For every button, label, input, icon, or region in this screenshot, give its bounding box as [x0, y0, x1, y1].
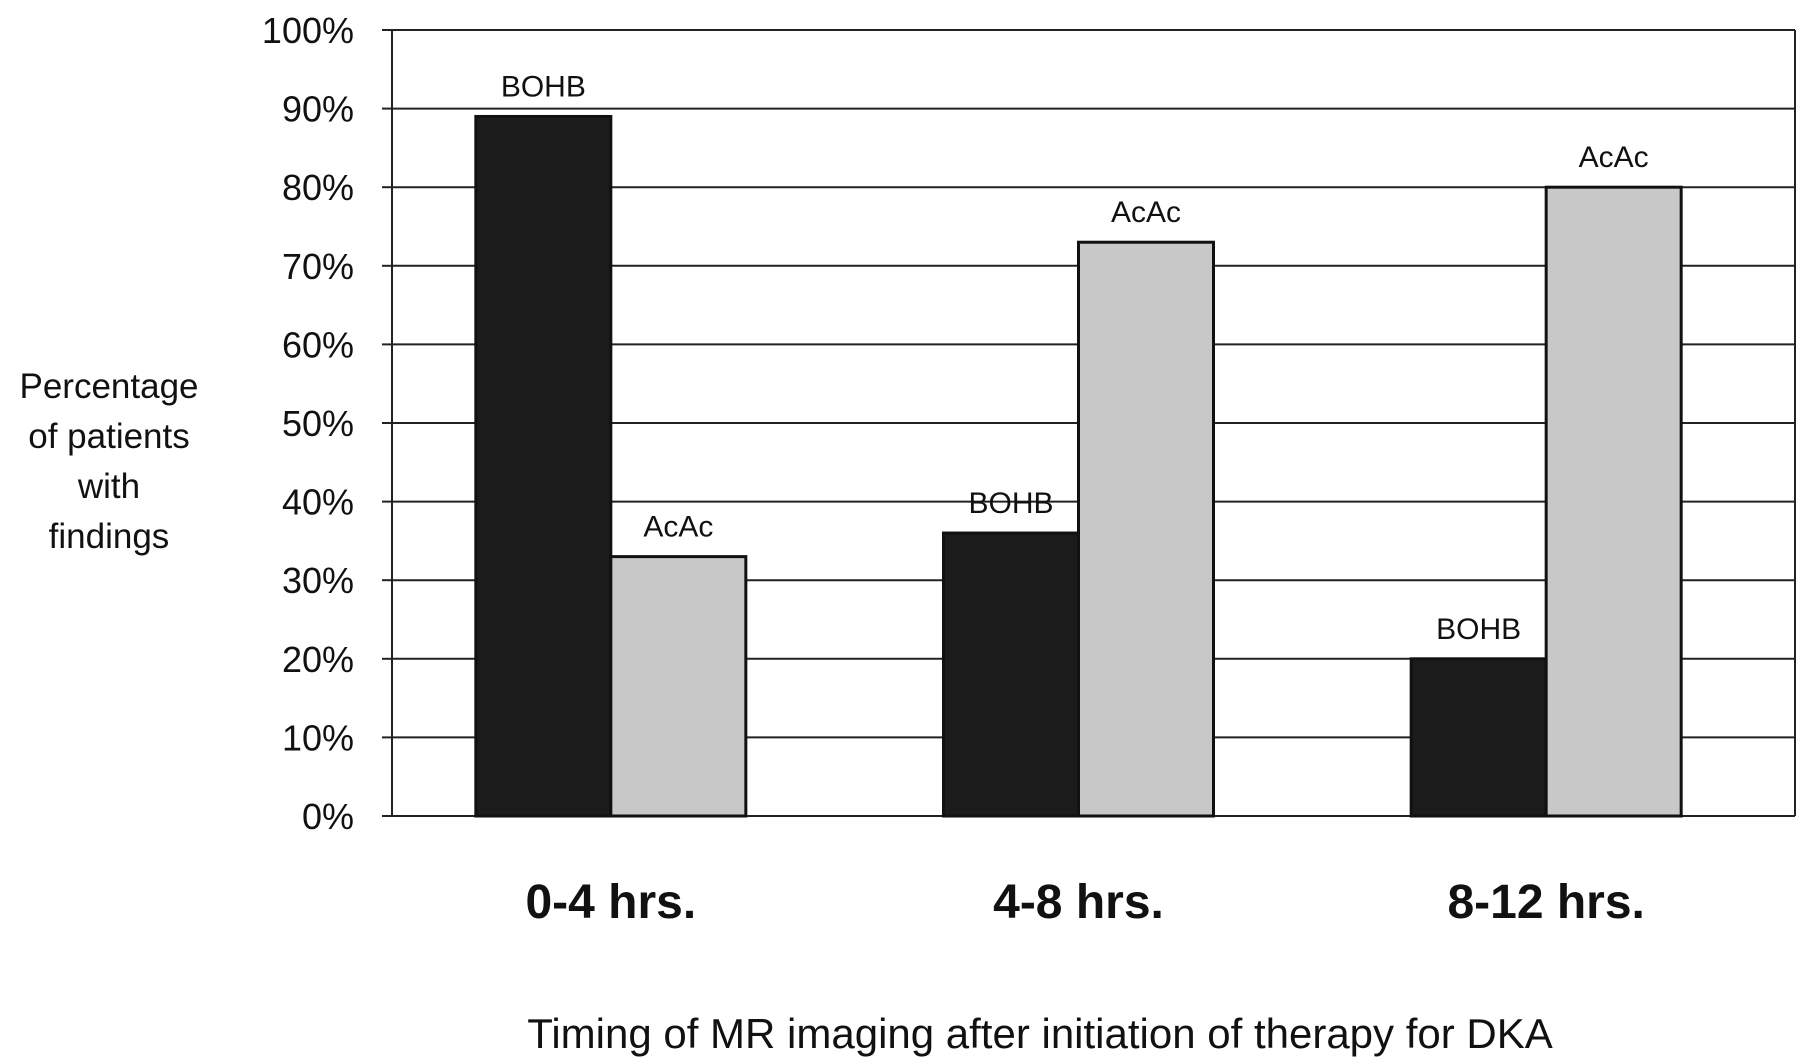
bar-series-label: AcAc [643, 511, 713, 544]
y-tick-label: 40% [282, 482, 354, 523]
y-tick-label: 0% [302, 796, 354, 837]
y-tick-label: 30% [282, 560, 354, 601]
y-tick-label: 80% [282, 167, 354, 208]
x-axis-label: Timing of MR imaging after initiation of… [527, 1010, 1553, 1057]
bar-series-label: AcAc [1111, 196, 1181, 229]
x-tick-label: 8-12 hrs. [1447, 876, 1644, 929]
y-tick-label: 10% [282, 717, 354, 758]
y-axis-label-line: with [77, 467, 141, 506]
bar-series-label: AcAc [1579, 141, 1649, 174]
y-axis-label: Percentage of patients with findings [0, 362, 218, 562]
bars [474, 114, 1683, 818]
y-tick-label: 60% [282, 324, 354, 365]
bar-series-label: BOHB [1436, 613, 1521, 646]
y-tick-label: 90% [282, 89, 354, 130]
bar-bohb [942, 531, 1080, 818]
bar-labels: BOHB AcAc BOHB AcAc BOHB AcAc [501, 70, 1649, 645]
y-axis-label-line: findings [48, 517, 170, 556]
y-tick-label: 70% [282, 246, 354, 287]
bar-series-label: BOHB [968, 487, 1053, 520]
bar-acac [1544, 185, 1683, 818]
bar-acac [609, 555, 748, 818]
y-tick-label: 20% [282, 639, 354, 680]
bar-series-label: BOHB [501, 70, 586, 103]
bar-bohb [1409, 657, 1548, 818]
bar-bohb [474, 114, 613, 818]
x-tick-label: 4-8 hrs. [993, 876, 1164, 929]
y-axis-label-line: Percentage [19, 367, 199, 406]
x-tick-labels: 0-4 hrs. 4-8 hrs. 8-12 hrs. [525, 876, 1644, 929]
x-tick-label: 0-4 hrs. [525, 876, 696, 929]
y-tick-labels: 0% 10% 20% 30% 40% 50% 60% 70% 80% 90% 100% [262, 10, 354, 837]
bar-acac [1077, 240, 1215, 818]
y-tick-label: 100% [262, 10, 354, 51]
y-axis-label-line: of patients [28, 417, 190, 456]
y-tick-label: 50% [282, 403, 354, 444]
